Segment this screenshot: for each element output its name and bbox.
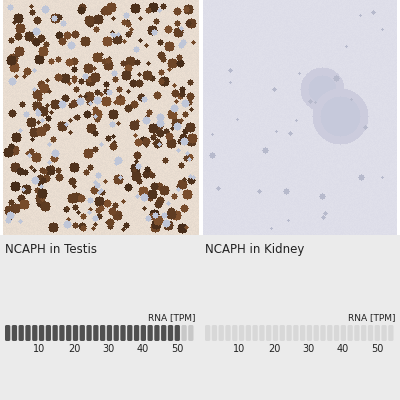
FancyBboxPatch shape xyxy=(382,325,387,341)
FancyBboxPatch shape xyxy=(93,325,98,341)
Text: NCAPH in Kidney: NCAPH in Kidney xyxy=(205,243,304,256)
Text: 30: 30 xyxy=(102,344,115,354)
FancyBboxPatch shape xyxy=(80,325,85,341)
FancyBboxPatch shape xyxy=(73,325,78,341)
Text: RNA [TPM]: RNA [TPM] xyxy=(148,313,195,322)
FancyBboxPatch shape xyxy=(175,325,180,341)
Text: 50: 50 xyxy=(372,344,384,354)
FancyBboxPatch shape xyxy=(348,325,353,341)
FancyBboxPatch shape xyxy=(246,325,251,341)
FancyBboxPatch shape xyxy=(188,325,194,341)
FancyBboxPatch shape xyxy=(12,325,17,341)
FancyBboxPatch shape xyxy=(134,325,139,341)
FancyBboxPatch shape xyxy=(218,325,224,341)
FancyBboxPatch shape xyxy=(314,325,319,341)
FancyBboxPatch shape xyxy=(327,325,332,341)
FancyBboxPatch shape xyxy=(354,325,360,341)
FancyBboxPatch shape xyxy=(266,325,271,341)
FancyBboxPatch shape xyxy=(280,325,285,341)
Text: 10: 10 xyxy=(34,344,46,354)
FancyBboxPatch shape xyxy=(161,325,166,341)
Bar xyxy=(0,0,400,235)
FancyBboxPatch shape xyxy=(120,325,126,341)
FancyBboxPatch shape xyxy=(141,325,146,341)
FancyBboxPatch shape xyxy=(66,325,71,341)
FancyBboxPatch shape xyxy=(225,325,231,341)
Text: 20: 20 xyxy=(268,344,280,354)
Text: NCAPH in Testis: NCAPH in Testis xyxy=(5,243,97,256)
FancyBboxPatch shape xyxy=(32,325,38,341)
FancyBboxPatch shape xyxy=(375,325,380,341)
FancyBboxPatch shape xyxy=(300,325,305,341)
FancyBboxPatch shape xyxy=(273,325,278,341)
Text: 20: 20 xyxy=(68,344,80,354)
FancyBboxPatch shape xyxy=(39,325,44,341)
FancyBboxPatch shape xyxy=(368,325,373,341)
FancyBboxPatch shape xyxy=(259,325,264,341)
FancyBboxPatch shape xyxy=(293,325,298,341)
FancyBboxPatch shape xyxy=(334,325,339,341)
Text: 40: 40 xyxy=(337,344,349,354)
Bar xyxy=(0,235,400,400)
FancyBboxPatch shape xyxy=(320,325,326,341)
Text: 50: 50 xyxy=(172,344,184,354)
FancyBboxPatch shape xyxy=(154,325,160,341)
FancyBboxPatch shape xyxy=(46,325,51,341)
Text: 40: 40 xyxy=(137,344,149,354)
FancyBboxPatch shape xyxy=(100,325,105,341)
FancyBboxPatch shape xyxy=(205,325,210,341)
FancyBboxPatch shape xyxy=(182,325,187,341)
FancyBboxPatch shape xyxy=(25,325,31,341)
FancyBboxPatch shape xyxy=(59,325,64,341)
FancyBboxPatch shape xyxy=(232,325,238,341)
FancyBboxPatch shape xyxy=(86,325,92,341)
FancyBboxPatch shape xyxy=(388,325,394,341)
Text: RNA [TPM]: RNA [TPM] xyxy=(348,313,395,322)
FancyBboxPatch shape xyxy=(5,325,10,341)
FancyBboxPatch shape xyxy=(239,325,244,341)
FancyBboxPatch shape xyxy=(341,325,346,341)
FancyBboxPatch shape xyxy=(307,325,312,341)
FancyBboxPatch shape xyxy=(18,325,24,341)
Text: 30: 30 xyxy=(302,344,315,354)
Text: 10: 10 xyxy=(234,344,246,354)
FancyBboxPatch shape xyxy=(52,325,58,341)
FancyBboxPatch shape xyxy=(168,325,173,341)
FancyBboxPatch shape xyxy=(252,325,258,341)
FancyBboxPatch shape xyxy=(114,325,119,341)
FancyBboxPatch shape xyxy=(107,325,112,341)
FancyBboxPatch shape xyxy=(127,325,132,341)
FancyBboxPatch shape xyxy=(286,325,292,341)
FancyBboxPatch shape xyxy=(212,325,217,341)
FancyBboxPatch shape xyxy=(361,325,366,341)
FancyBboxPatch shape xyxy=(148,325,153,341)
